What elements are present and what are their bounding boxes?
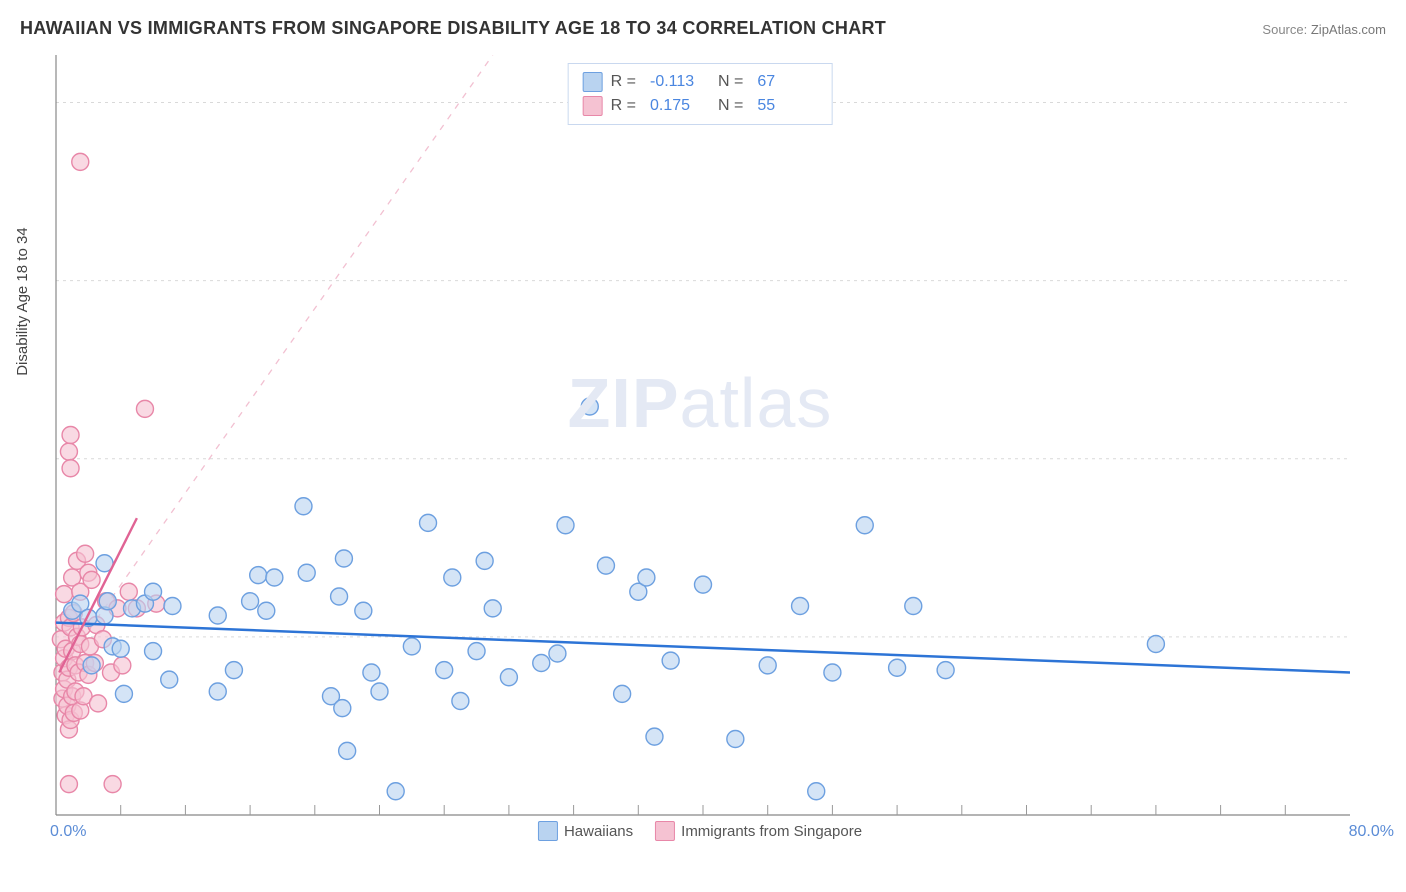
legend-swatch-hawaiians — [583, 72, 603, 92]
n-label: N = — [718, 97, 743, 115]
r-label: R = — [611, 73, 636, 91]
legend-item-singapore: Immigrants from Singapore — [655, 821, 862, 841]
r-label: R = — [611, 97, 636, 115]
source-attribution: Source: ZipAtlas.com — [1262, 22, 1386, 37]
scatter-chart: 7.5%15.0%22.5%30.0% — [50, 55, 1350, 845]
legend-swatch-hawaiians — [538, 821, 558, 841]
legend-item-hawaiians: Hawaiians — [538, 821, 633, 841]
legend-row-hawaiians: R = -0.113 N = 67 — [583, 70, 818, 94]
y-axis-label: Disability Age 18 to 34 — [14, 227, 31, 375]
x-axis-min-label: 0.0% — [50, 823, 86, 841]
n-value-singapore: 55 — [757, 97, 811, 115]
legend-swatch-singapore — [655, 821, 675, 841]
chart-title: HAWAIIAN VS IMMIGRANTS FROM SINGAPORE DI… — [20, 18, 886, 39]
legend-row-singapore: R = 0.175 N = 55 — [583, 94, 818, 118]
legend-series: Hawaiians Immigrants from Singapore — [538, 821, 862, 841]
legend-label-singapore: Immigrants from Singapore — [681, 823, 862, 840]
n-label: N = — [718, 73, 743, 91]
legend-swatch-singapore — [583, 96, 603, 116]
legend-label-hawaiians: Hawaiians — [564, 823, 633, 840]
source-label: Source: — [1262, 22, 1307, 37]
r-value-singapore: 0.175 — [650, 97, 704, 115]
x-axis-max-label: 80.0% — [1349, 823, 1394, 841]
n-value-hawaiians: 67 — [757, 73, 811, 91]
source-link[interactable]: ZipAtlas.com — [1311, 22, 1386, 37]
r-value-hawaiians: -0.113 — [650, 73, 704, 91]
legend-correlation: R = -0.113 N = 67 R = 0.175 N = 55 — [568, 63, 833, 125]
